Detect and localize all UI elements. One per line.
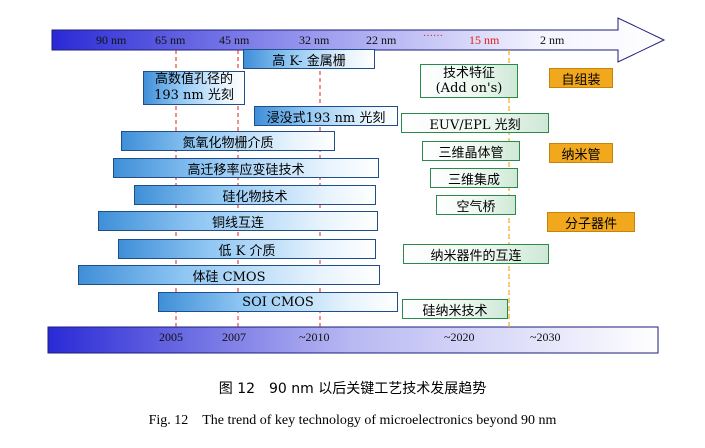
tech-label: 硅纳米技术: [422, 303, 488, 319]
tech-label: 自组装: [561, 72, 601, 88]
tech-label: 低 K 介质: [218, 243, 276, 259]
tech-box-low-k: 低 K 介质: [118, 239, 376, 259]
tech-label: 纳米器件的互连: [430, 248, 522, 264]
tech-label: 三维集成: [447, 172, 500, 188]
tech-label: 三维晶体管: [438, 145, 504, 161]
tech-box-3d-integration: 三维集成: [430, 168, 518, 188]
tech-box-strained-silicon: 高迁移率应变硅技术: [113, 158, 379, 178]
tech-box-silicon-nano: 硅纳米技术: [402, 299, 508, 319]
tech-box-high-k-metal-gate: 高 K- 金属栅: [243, 49, 375, 69]
tech-label: 纳米管: [561, 147, 601, 163]
tech-label: 高迁移率应变硅技术: [187, 162, 305, 178]
year-label: 2005: [159, 330, 183, 344]
node-tick: 22 nm: [366, 33, 397, 47]
future-box-self-assembly: 自组装: [549, 68, 613, 88]
node-tick: 65 nm: [155, 33, 186, 47]
figure-caption-en: Fig. 12 The trend of key technology of m…: [148, 413, 557, 428]
tech-label: 高数值孔径的: [154, 72, 233, 87]
tech-box-air-bridge: 空气桥: [436, 195, 516, 215]
tech-label: 技术特征: [442, 66, 495, 81]
node-tick: 90 nm: [96, 33, 127, 47]
tech-label: 浸没式193 nm 光刻: [266, 110, 386, 126]
tech-label: 氮氧化物栅介质: [182, 135, 274, 151]
tech-box-soi-cmos: SOI CMOS: [158, 292, 398, 312]
tech-box-euv-epl: EUV/EPL 光刻: [401, 113, 549, 133]
tech-label: 空气桥: [456, 199, 496, 215]
year-label: ~2010: [299, 330, 330, 344]
year-label: 2007: [222, 330, 246, 344]
node-tick: 2 nm: [540, 33, 565, 47]
tech-label: 分子器件: [564, 216, 617, 232]
tech-label: 铜线互连: [211, 215, 264, 231]
tech-box-bulk-cmos: 体硅 CMOS: [78, 265, 380, 285]
tech-label-line2: (Add on's): [435, 81, 503, 96]
tech-box-nano-interconnect: 纳米器件的互连: [403, 244, 549, 264]
future-box-molecular-device: 分子器件: [547, 212, 635, 232]
tech-label: 硅化物技术: [222, 189, 288, 205]
tech-box-copper-interconnect: 铜线互连: [98, 211, 378, 231]
node-tick-ellipsis: ······: [423, 31, 443, 42]
tech-label-line2: 193 nm 光刻: [154, 88, 234, 103]
tech-label: EUV/EPL 光刻: [429, 117, 521, 133]
tech-box-oxynitride-gate: 氮氧化物栅介质: [121, 131, 335, 151]
figure-caption-zh: 图 12 90 nm 以后关键工艺技术发展趋势: [218, 381, 487, 397]
year-label: ~2030: [530, 330, 561, 344]
tech-box-3d-transistor: 三维晶体管: [422, 141, 520, 161]
node-tick: 32 nm: [299, 33, 330, 47]
year-label: ~2020: [444, 330, 475, 344]
tech-label: 高 K- 金属栅: [272, 53, 346, 69]
node-tick: 45 nm: [219, 33, 250, 47]
tech-box-add-ons: 技术特征 (Add on's): [420, 64, 518, 98]
tech-label: 体硅 CMOS: [192, 269, 266, 285]
future-box-nanotube: 纳米管: [549, 143, 613, 163]
tech-box-immersion-193nm: 浸没式193 nm 光刻: [254, 106, 398, 126]
tech-box-high-na-193nm: 高数值孔径的 193 nm 光刻: [143, 71, 245, 105]
node-tick: 15 nm: [469, 33, 500, 47]
tech-label: SOI CMOS: [242, 294, 314, 310]
tech-box-silicide: 硅化物技术: [134, 185, 376, 205]
